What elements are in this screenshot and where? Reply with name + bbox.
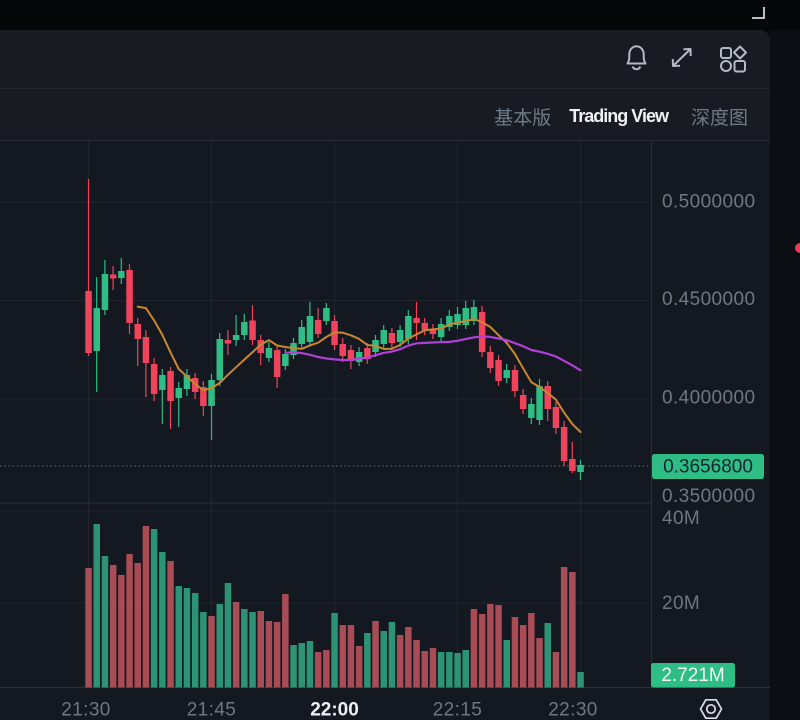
svg-text:20M: 20M xyxy=(662,593,700,614)
svg-text:0.4500000: 0.4500000 xyxy=(662,289,755,310)
svg-text:40M: 40M xyxy=(662,508,700,529)
svg-text:0.4000000: 0.4000000 xyxy=(662,388,755,409)
svg-text:0.3500000: 0.3500000 xyxy=(662,486,755,507)
svg-text:0.5000000: 0.5000000 xyxy=(662,192,755,213)
svg-text:2.721M: 2.721M xyxy=(661,665,724,686)
svg-text:22:15: 22:15 xyxy=(433,700,483,720)
svg-text:21:30: 21:30 xyxy=(61,700,111,720)
svg-text:22:00: 22:00 xyxy=(310,700,359,720)
svg-text:0.3656800: 0.3656800 xyxy=(663,457,753,478)
svg-text:21:45: 21:45 xyxy=(187,700,237,720)
svg-text:22:30: 22:30 xyxy=(548,700,598,720)
